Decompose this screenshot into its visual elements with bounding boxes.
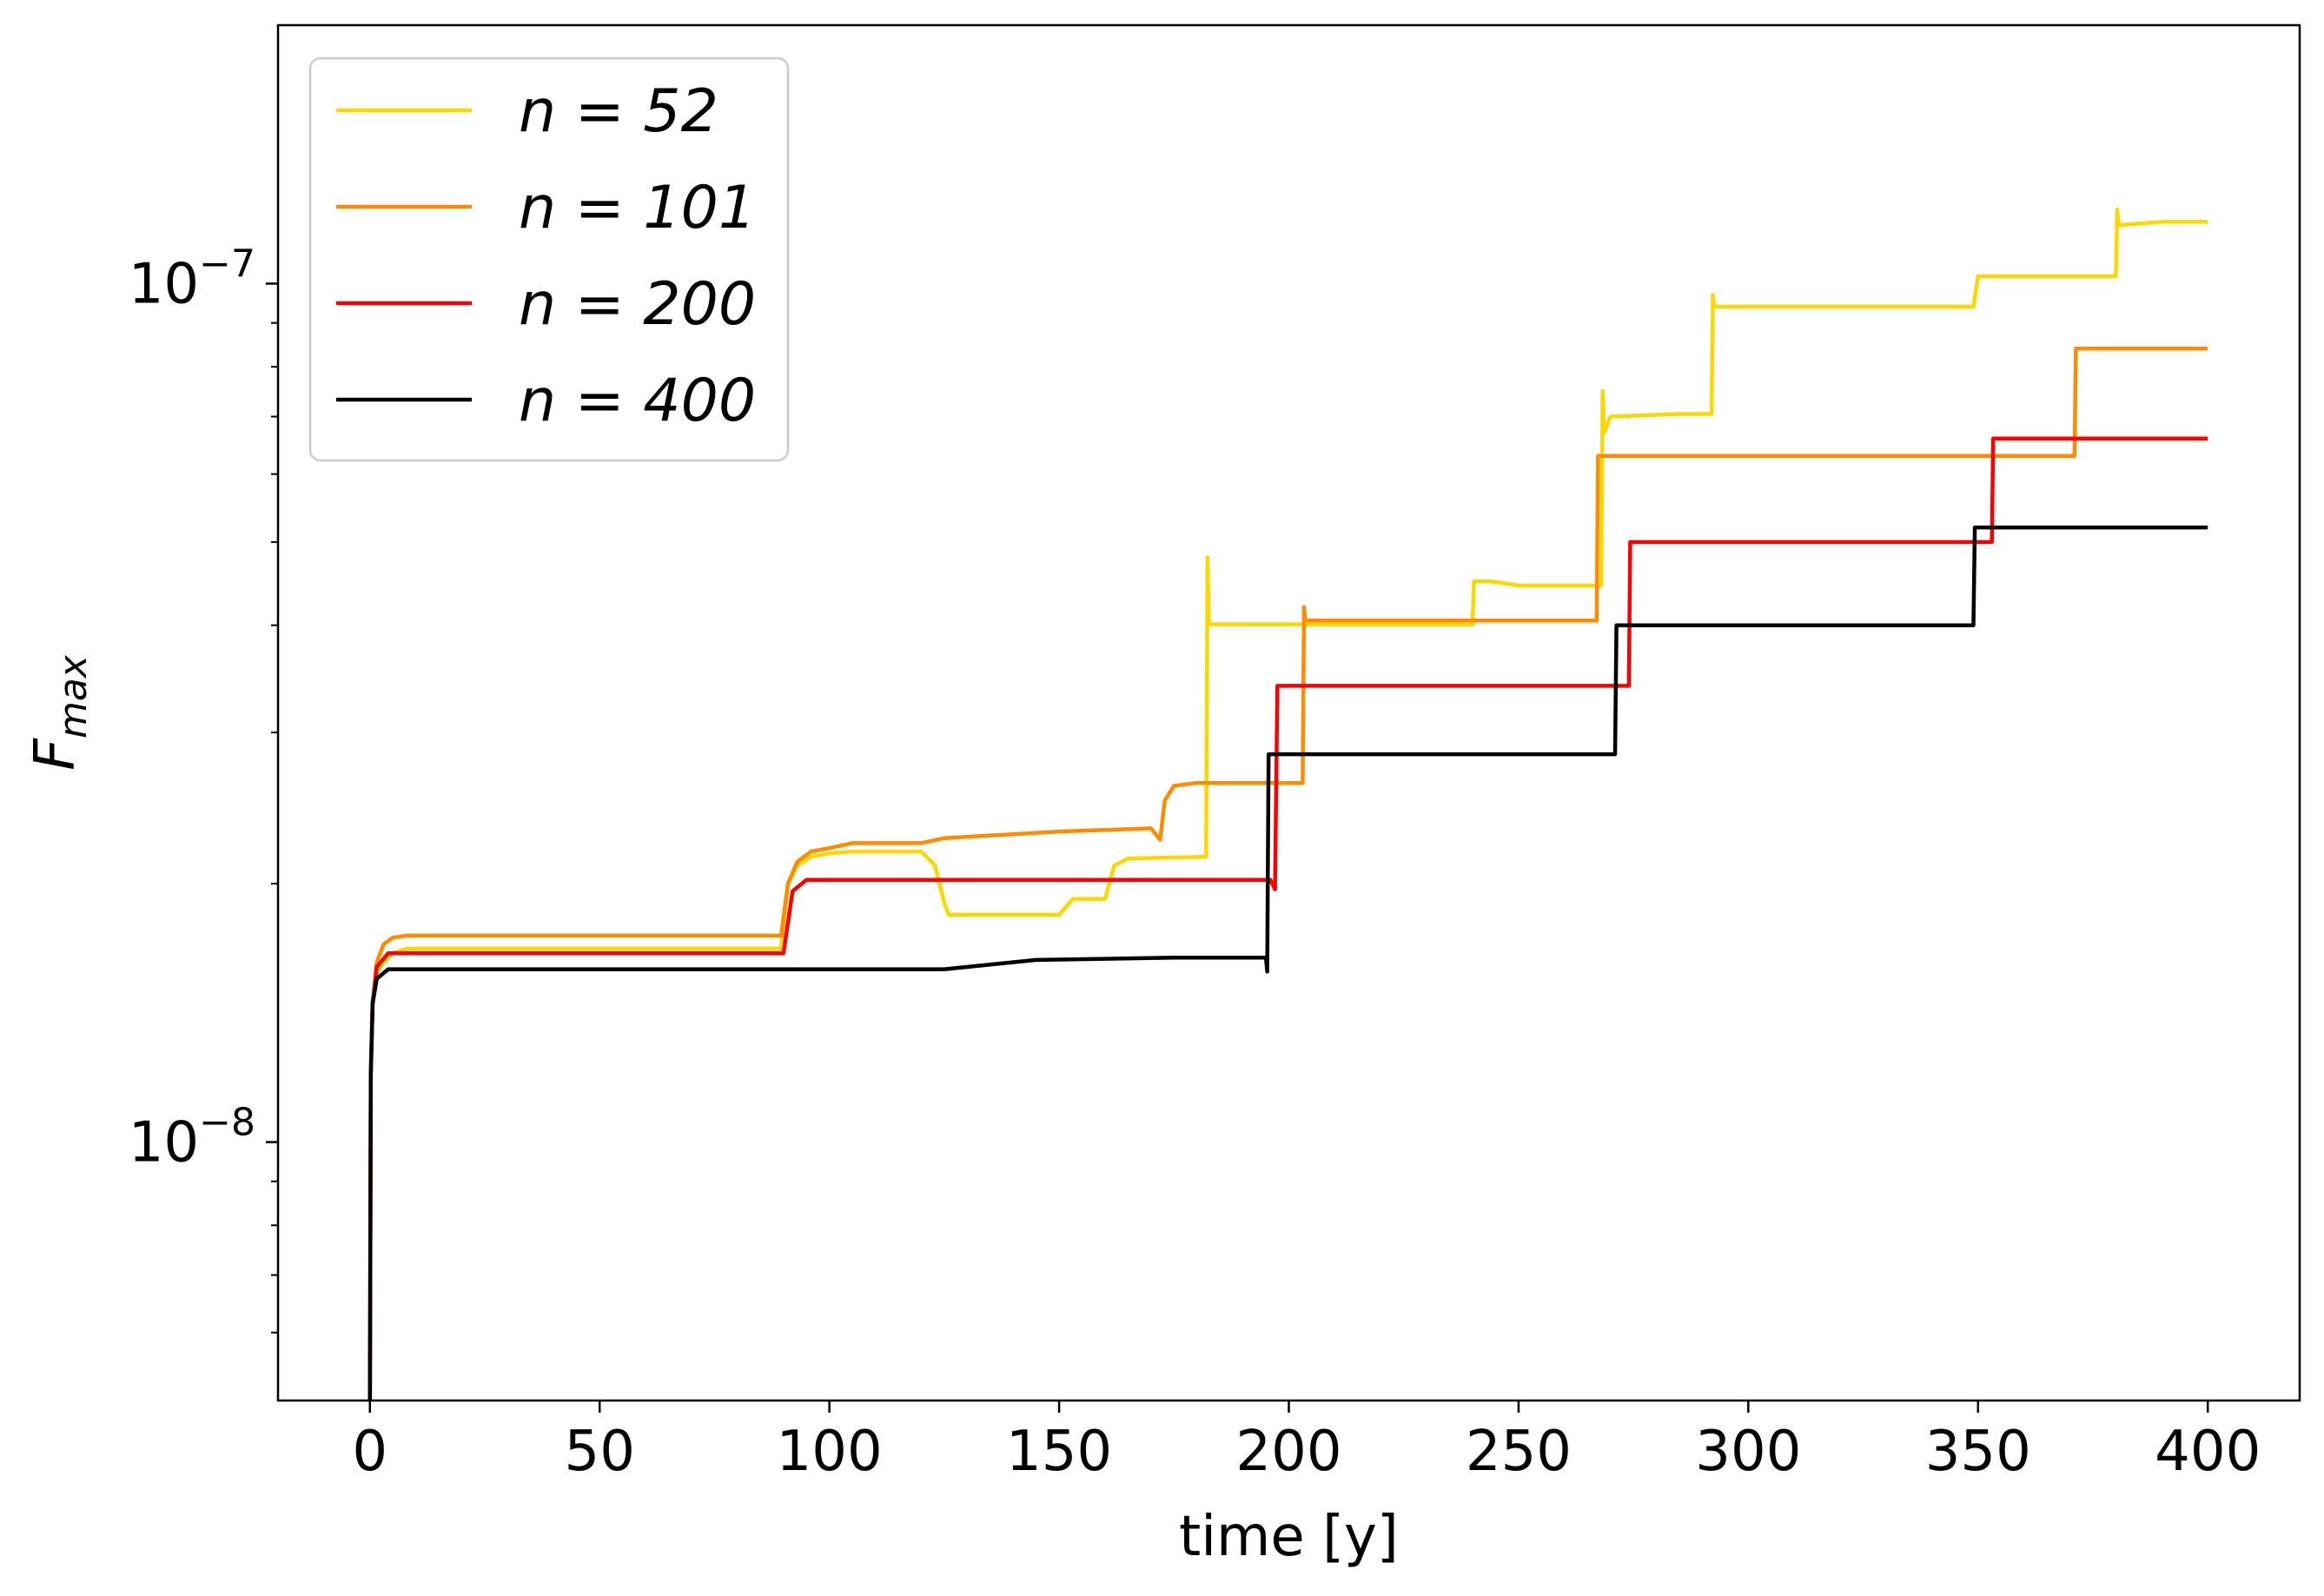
legend-label-1: n = 52 xyxy=(519,77,718,146)
x-tick-label: 400 xyxy=(2155,1420,2261,1484)
y-tick-label: 10−7 xyxy=(129,242,255,316)
y-tick-label: 10−8 xyxy=(129,1101,255,1175)
y-axis-label: Fmax xyxy=(23,654,96,771)
x-tick-label: 200 xyxy=(1235,1420,1341,1484)
y-axis-label-subscript: max xyxy=(51,654,96,738)
series-line-2 xyxy=(367,347,2208,1401)
legend-label-4: n = 400 xyxy=(519,367,756,435)
x-tick-label: 100 xyxy=(777,1420,883,1484)
legend: n = 52 n = 101 n = 200 n = 400 xyxy=(308,56,790,462)
x-tick-label: 300 xyxy=(1695,1420,1801,1484)
plot-lines xyxy=(367,207,2208,1401)
legend-box xyxy=(308,56,790,462)
series-line-4 xyxy=(367,525,2208,1401)
x-tick-label: 50 xyxy=(564,1420,634,1484)
plot-frame xyxy=(276,23,2301,1402)
x-tick-label: 0 xyxy=(352,1420,387,1484)
legend-label-3: n = 200 xyxy=(519,270,756,339)
x-tick-label: 350 xyxy=(1925,1420,2031,1484)
x-axis-label: time [y] xyxy=(1179,1505,1399,1569)
y-axis-label-main: F xyxy=(23,738,88,771)
axis-ticks: 0 50 100 150 200 250 300 350 400 10−8 10−7 xyxy=(129,242,2261,1484)
legend-label-2: n = 101 xyxy=(519,174,756,242)
x-tick-label: 250 xyxy=(1466,1420,1572,1484)
x-tick-label: 150 xyxy=(1006,1420,1112,1484)
series-line-3 xyxy=(367,436,2208,1401)
